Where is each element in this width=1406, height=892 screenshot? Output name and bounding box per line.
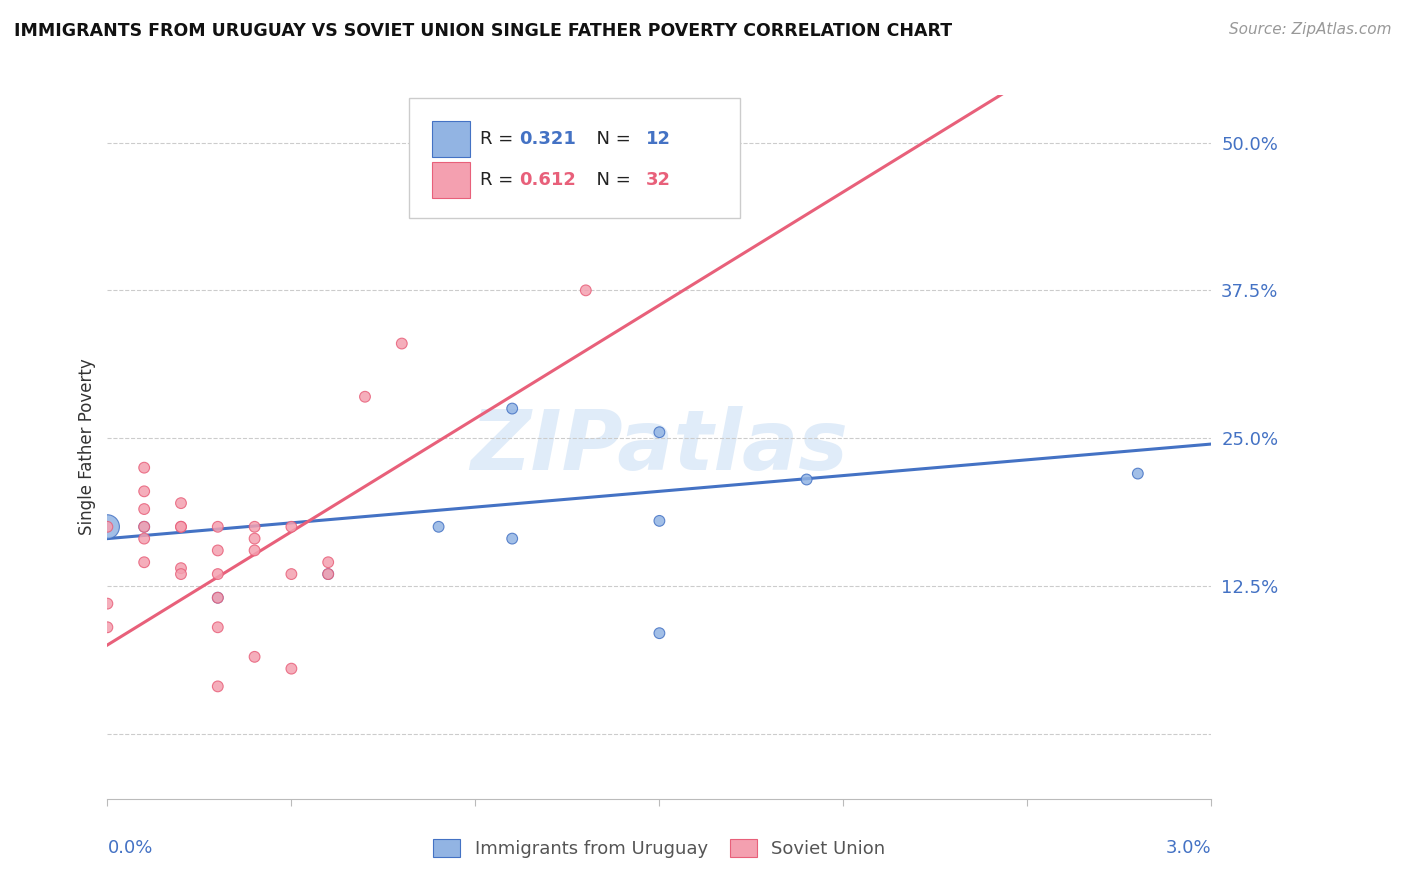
Point — [575, 283, 598, 297]
Text: 3.0%: 3.0% — [1166, 838, 1212, 857]
Point — [391, 336, 413, 351]
Text: 32: 32 — [645, 171, 671, 189]
Point — [134, 555, 156, 569]
Point — [316, 555, 339, 569]
Point — [243, 532, 266, 546]
Text: 0.321: 0.321 — [519, 130, 576, 148]
Point — [170, 567, 193, 582]
Point — [207, 620, 229, 634]
Text: 12: 12 — [645, 130, 671, 148]
Point — [134, 520, 156, 534]
Point — [207, 567, 229, 582]
Text: R =: R = — [479, 171, 519, 189]
Point — [243, 649, 266, 664]
Point — [96, 520, 118, 534]
Point — [243, 543, 266, 558]
Point — [648, 626, 671, 640]
Point — [280, 567, 302, 582]
Point — [280, 520, 302, 534]
Point — [96, 620, 118, 634]
Point — [170, 561, 193, 575]
Point — [207, 591, 229, 605]
Point — [427, 520, 450, 534]
Point — [280, 662, 302, 676]
Point — [170, 520, 193, 534]
Text: IMMIGRANTS FROM URUGUAY VS SOVIET UNION SINGLE FATHER POVERTY CORRELATION CHART: IMMIGRANTS FROM URUGUAY VS SOVIET UNION … — [14, 22, 952, 40]
Point — [648, 514, 671, 528]
Point — [354, 390, 377, 404]
Point — [207, 591, 229, 605]
Point — [501, 401, 523, 416]
Point — [207, 520, 229, 534]
Point — [1126, 467, 1149, 481]
Text: Source: ZipAtlas.com: Source: ZipAtlas.com — [1229, 22, 1392, 37]
Point — [134, 502, 156, 516]
Text: 0.0%: 0.0% — [107, 838, 153, 857]
Point — [316, 567, 339, 582]
Point — [170, 496, 193, 510]
Point — [207, 543, 229, 558]
Point — [796, 473, 818, 487]
Text: 0.612: 0.612 — [519, 171, 576, 189]
Point — [134, 460, 156, 475]
Point — [134, 532, 156, 546]
Point — [96, 597, 118, 611]
Point — [243, 520, 266, 534]
Point — [501, 532, 523, 546]
Text: N =: N = — [585, 130, 637, 148]
Text: ZIPatlas: ZIPatlas — [471, 407, 848, 488]
Legend: Immigrants from Uruguay, Soviet Union: Immigrants from Uruguay, Soviet Union — [425, 830, 894, 867]
Point — [96, 520, 118, 534]
Point — [648, 425, 671, 440]
Point — [134, 520, 156, 534]
Point — [316, 567, 339, 582]
Point — [207, 679, 229, 693]
Y-axis label: Single Father Poverty: Single Father Poverty — [79, 359, 96, 535]
Point — [170, 520, 193, 534]
Text: N =: N = — [585, 171, 637, 189]
Text: R =: R = — [479, 130, 519, 148]
Point — [134, 484, 156, 499]
